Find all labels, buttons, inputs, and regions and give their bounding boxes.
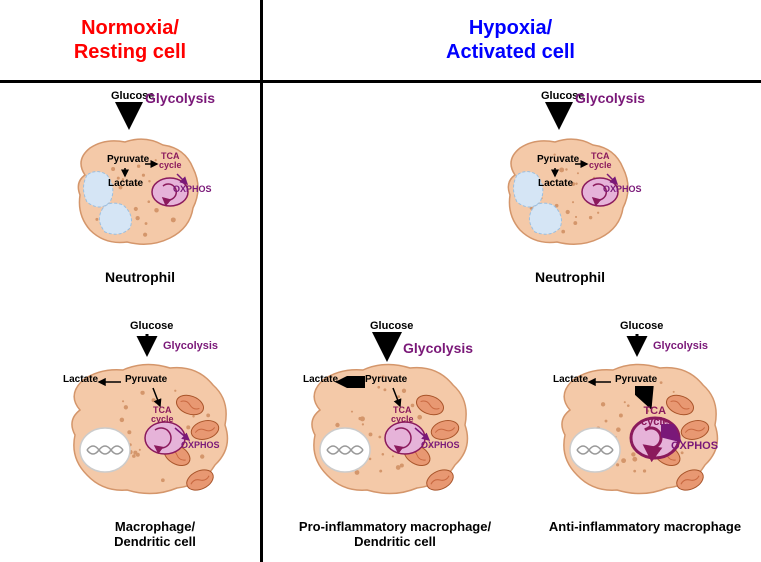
neutrophil-cell: Glucose Glycolysis Pyruvate Lactate TCAc… <box>480 90 660 285</box>
lactate-label: Lactate <box>108 178 143 189</box>
macrophage-name: Anti-inflammatory macrophage <box>540 519 750 534</box>
glucose-label: Glucose <box>620 320 663 332</box>
lactate-label: Lactate <box>553 374 588 385</box>
tca-label: TCAcycle <box>159 152 182 170</box>
oxphos-label: OXPHOS <box>603 184 642 194</box>
pyruvate-label: Pyruvate <box>125 374 167 385</box>
pyruvate-label: Pyruvate <box>615 374 657 385</box>
tca-label: TCAcycle <box>151 406 174 424</box>
macrophage-name: Macrophage/Dendritic cell <box>50 519 260 549</box>
header-hypoxia: Hypoxia/Activated cell <box>260 0 761 80</box>
lactate-label: Lactate <box>303 374 338 385</box>
oxphos-label: OXPHOS <box>671 440 718 452</box>
tca-label: TCAcycle <box>589 152 612 170</box>
glucose-label: Glucose <box>130 320 173 332</box>
oxphos-label: OXPHOS <box>421 440 460 450</box>
macrophage-cell: Glucose Glycolysis Pyruvate Lactate TCAc… <box>540 320 750 534</box>
lactate-label: Lactate <box>538 178 573 189</box>
oxphos-label: OXPHOS <box>181 440 220 450</box>
macrophage-cell: Glucose Glycolysis Pyruvate Lactate TCAc… <box>50 320 260 549</box>
neutrophil-cell: Glucose Glycolysis Pyruvate Lactate TCAc… <box>50 90 230 285</box>
macrophage-cell: Glucose Glycolysis Pyruvate Lactate TCAc… <box>290 320 500 549</box>
pyruvate-label: Pyruvate <box>365 374 407 385</box>
glycolysis-label: Glycolysis <box>575 90 645 106</box>
oxphos-label: OXPHOS <box>173 184 212 194</box>
glucose-label: Glucose <box>370 320 413 332</box>
header-normoxia: Normoxia/Resting cell <box>0 0 260 80</box>
tca-label: TCAcycle <box>391 406 414 424</box>
glycolysis-label: Glycolysis <box>145 90 215 106</box>
lactate-label: Lactate <box>63 374 98 385</box>
macrophage-name: Pro-inflammatory macrophage/Dendritic ce… <box>290 519 500 549</box>
